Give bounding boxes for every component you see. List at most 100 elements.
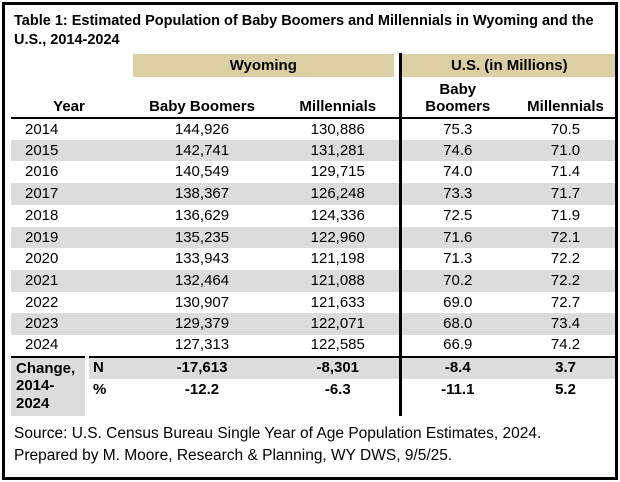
us-millennials-cell: 74.2 — [550, 336, 581, 354]
year-cell: 2021 — [11, 269, 127, 292]
wy-millennials-cell: 122,960 — [277, 226, 401, 249]
us-boomers-cell: 66.9 — [398, 334, 515, 357]
us-millennials-cell: 73.4 — [514, 313, 615, 335]
table-row: 2016 140,549 129,715 74.0 71.4 — [11, 161, 615, 184]
change-pct-wy-boomers: -12.2 — [127, 378, 277, 416]
year-cell: 2014 — [25, 120, 59, 138]
table-row: 2018 136,629 124,336 72.5 71.9 — [11, 204, 615, 227]
wy-boomers-cell: 129,379 — [127, 313, 277, 335]
group-header-wyoming-cell: Wyoming — [127, 53, 400, 78]
wy-boomers-cell: 132,464 — [127, 269, 277, 292]
table-row: 2015 142,741 131,281 74.6 71.0 — [11, 139, 615, 162]
year-cell: 2018 — [25, 206, 59, 224]
wy-boomers-cell: 138,367 — [127, 183, 277, 205]
wy-millennials-cell: 131,281 — [277, 139, 401, 162]
table-row: 2022 130,907 121,633 69.0 72.7 — [11, 291, 615, 314]
wy-boomers-cell: 133,943 — [174, 250, 230, 268]
change-n-us-boomers: -8.4 — [398, 355, 515, 379]
us-millennials-cell: 71.7 — [514, 183, 615, 205]
wy-millennials-cell: 130,886 — [310, 120, 365, 138]
year-cell: 2022 — [25, 293, 59, 311]
wy-millennials-cell: 122,071 — [277, 313, 401, 335]
us-boomers-cell: 71.3 — [398, 248, 515, 270]
group-header-us-cell: U.S. (in Millions) — [398, 53, 615, 79]
wy-boomers-cell: 140,549 — [174, 163, 230, 181]
change-n-wy-millennials: -8,301 — [277, 355, 401, 379]
us-millennials-cell: 70.5 — [550, 120, 581, 138]
us-boomers-column-header-label: Baby Boomers — [425, 80, 491, 115]
wy-millennials-cell: 126,248 — [277, 183, 401, 205]
us-boomers-cell: 71.6 — [398, 226, 515, 249]
year-cell: 2019 — [11, 226, 127, 249]
source-notes: Source: U.S. Census Bureau Single Year o… — [9, 416, 611, 467]
change-n-label: N — [87, 355, 127, 379]
us-boomers-cell: 74.6 — [398, 139, 515, 162]
wy-millennials-cell: 124,336 — [310, 206, 365, 224]
change-n-wy-boomers: -17,613 — [127, 355, 277, 379]
us-group-label: U.S. (in Millions) — [403, 54, 615, 78]
us-boomers-column-header: Baby Boomers — [398, 78, 515, 120]
us-boomers-cell: 72.5 — [398, 204, 515, 227]
column-header-row: Year Baby Boomers Millennials Baby Boome… — [11, 78, 615, 120]
table-row: 2021 132,464 121,088 70.2 72.2 — [11, 269, 615, 292]
change-n-us-millennials: 3.7 — [514, 355, 615, 379]
us-millennials-cell: 71.4 — [550, 163, 581, 181]
group-header-row: Wyoming U.S. (in Millions) — [11, 53, 615, 79]
table-title: Table 1: Estimated Population of Baby Bo… — [14, 13, 594, 48]
us-boomers-cell: 75.3 — [398, 118, 515, 140]
prepared-by-line: Prepared by M. Moore, Research & Plannin… — [14, 446, 453, 464]
wy-millennials-column-header: Millennials — [277, 78, 401, 120]
change-period-label: Change, 2014-2024 — [11, 355, 89, 416]
wy-boomers-cell: 144,926 — [174, 120, 230, 138]
table-row: 2014 144,926 130,886 75.3 70.5 — [11, 118, 615, 140]
year-cell: 2016 — [25, 163, 59, 181]
wy-boomers-cell: 142,741 — [127, 139, 277, 162]
table-row: 2019 135,235 122,960 71.6 72.1 — [11, 226, 615, 249]
wy-millennials-cell: 129,715 — [310, 163, 365, 181]
wyoming-group-label: Wyoming — [133, 54, 394, 78]
change-pct-us-millennials: 5.2 — [514, 378, 615, 416]
wy-boomers-cell: 127,313 — [174, 336, 230, 354]
us-millennials-cell: 71.9 — [550, 206, 581, 224]
us-millennials-cell: 71.0 — [514, 139, 615, 162]
group-header-spacer — [11, 53, 127, 78]
change-pct-wy-millennials: -6.3 — [277, 378, 401, 416]
change-pct-label: % — [87, 378, 127, 416]
us-boomers-cell: 73.3 — [398, 183, 515, 205]
wy-millennials-cell: 121,633 — [310, 293, 365, 311]
change-pct-row: % -12.2 -6.3 -11.1 5.2 — [11, 378, 615, 416]
table-row: 2024 127,313 122,585 66.9 74.2 — [11, 334, 615, 357]
us-boomers-cell: 74.0 — [398, 161, 515, 184]
year-cell: 2020 — [25, 250, 59, 268]
year-column-header: Year — [11, 78, 127, 120]
us-boomers-cell: 69.0 — [398, 291, 515, 314]
us-boomers-cell: 68.0 — [398, 313, 515, 335]
us-millennials-cell: 72.1 — [514, 226, 615, 249]
us-millennials-cell: 72.7 — [550, 293, 581, 311]
table-body: 2014 144,926 130,886 75.3 70.5 2015 142,741 131… — [11, 118, 615, 357]
wy-boomers-cell: 135,235 — [127, 226, 277, 249]
wy-millennials-cell: 121,088 — [277, 269, 401, 292]
wy-boomers-cell: 136,629 — [174, 206, 230, 224]
year-cell: 2015 — [11, 139, 127, 162]
table-row: 2017 138,367 126,248 73.3 71.7 — [11, 183, 615, 205]
wy-millennials-cell: 122,585 — [310, 336, 365, 354]
year-cell: 2017 — [11, 183, 127, 205]
us-millennials-cell: 72.2 — [514, 269, 615, 292]
us-millennials-cell: 72.2 — [550, 250, 581, 268]
change-n-row: Change, 2014-2024 N -17,613 -8,301 -8.4 … — [11, 355, 615, 416]
wy-millennials-cell: 121,198 — [310, 250, 365, 268]
us-boomers-cell: 70.2 — [398, 269, 515, 292]
year-cell: 2024 — [25, 336, 59, 354]
wy-boomers-cell: 130,907 — [174, 293, 230, 311]
year-cell: 2023 — [11, 313, 127, 335]
population-table: Wyoming U.S. (in Millions) Year Baby Boo… — [11, 53, 615, 416]
table-row: 2023 129,379 122,071 68.0 73.4 — [11, 313, 615, 335]
change-pct-us-boomers: -11.1 — [398, 378, 515, 416]
source-line: Source: U.S. Census Bureau Single Year o… — [14, 424, 542, 442]
table-row: 2020 133,943 121,198 71.3 72.2 — [11, 248, 615, 270]
us-millennials-column-header: Millennials — [514, 78, 615, 120]
wy-boomers-column-header: Baby Boomers — [127, 78, 277, 120]
